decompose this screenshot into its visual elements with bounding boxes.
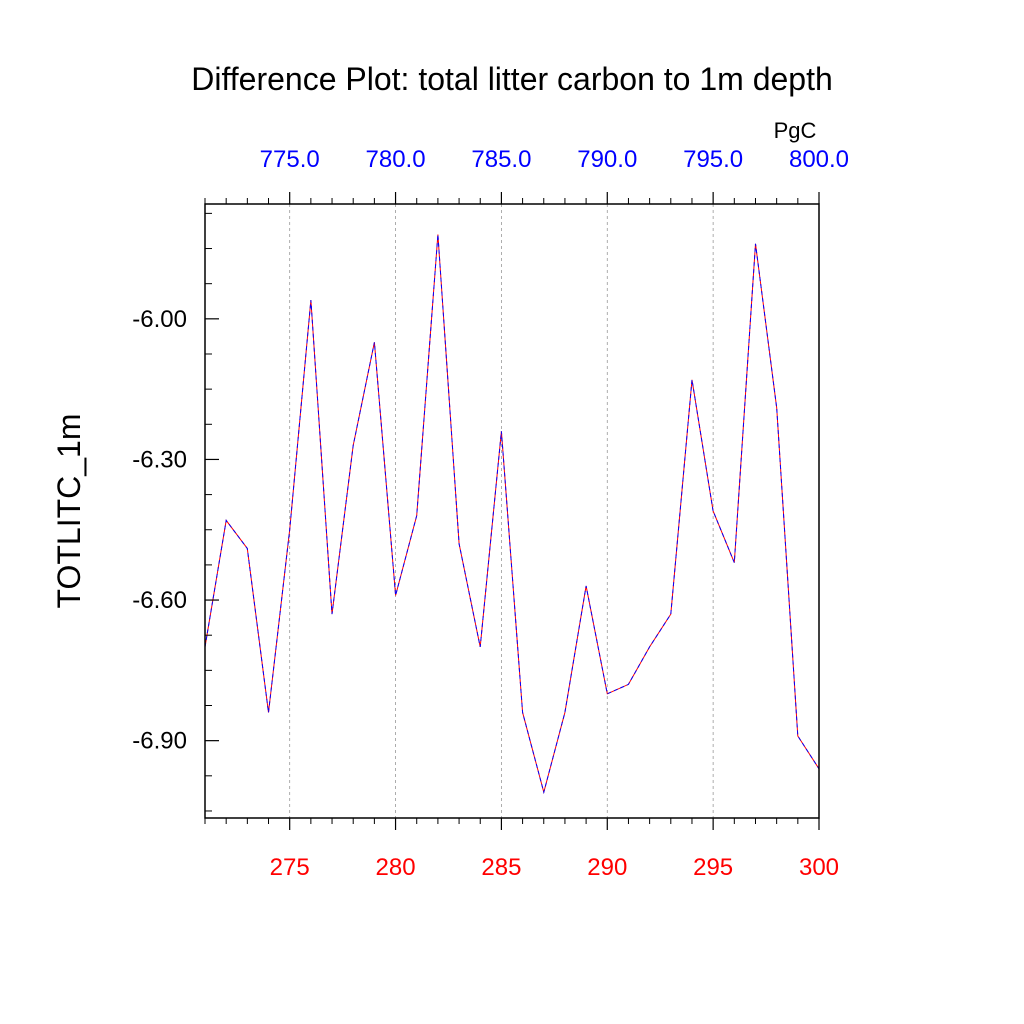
x-tick-label: 280 <box>376 854 416 881</box>
top-tick-label: 790.0 <box>577 146 637 173</box>
major-ticks <box>205 192 820 830</box>
y-tick-label: -6.00 <box>132 306 187 333</box>
x-tick-label: 300 <box>799 854 839 881</box>
x-tick-label: 275 <box>270 854 310 881</box>
y-tick-label: -6.90 <box>132 728 187 755</box>
x-tick-label: 290 <box>587 854 627 881</box>
units-label: PgC <box>774 118 817 143</box>
series-line <box>204 234 820 795</box>
grid <box>289 204 820 818</box>
x-tick-label: 285 <box>481 854 521 881</box>
y-tick-label: -6.30 <box>132 446 187 473</box>
series-line <box>204 234 820 795</box>
series-layer <box>204 234 820 795</box>
chart-title: Difference Plot: total litter carbon to … <box>191 61 833 97</box>
top-tick-label: 800.0 <box>789 146 849 173</box>
tick-labels: 275 280 285 290 295 300 775.0 780.0 785.0 790.0 79… <box>132 146 849 881</box>
top-tick-label: 780.0 <box>366 146 426 173</box>
plot-frame <box>204 203 820 819</box>
y-tick-label: -6.60 <box>132 587 187 614</box>
top-tick-label: 775.0 <box>260 146 320 173</box>
top-tick-label: 795.0 <box>683 146 743 173</box>
top-tick-label: 785.0 <box>471 146 531 173</box>
x-tick-label: 295 <box>693 854 733 881</box>
minor-ticks <box>204 198 799 824</box>
y-axis-label: TOTLITC_1m <box>51 414 87 609</box>
